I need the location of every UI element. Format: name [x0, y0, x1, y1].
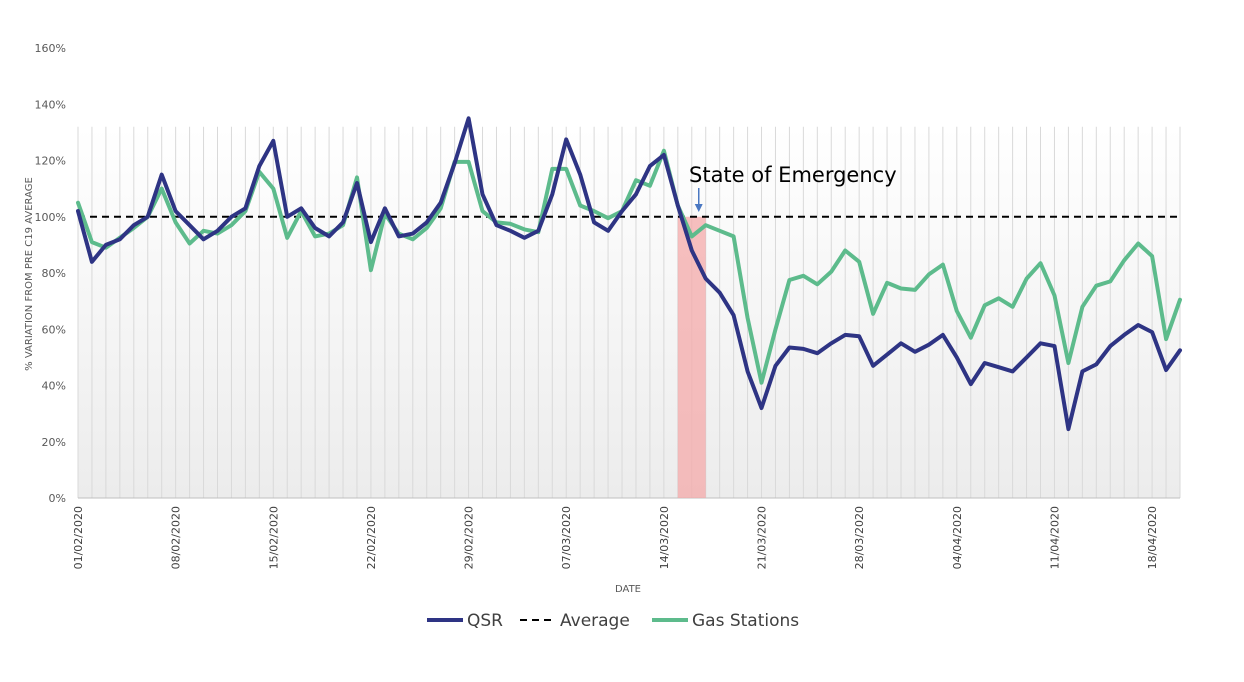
legend: QSR Average Gas Stations — [427, 611, 799, 631]
x-tick-label: 29/02/2020 — [463, 506, 476, 569]
y-tick-label: 100% — [35, 211, 66, 224]
plot-area — [78, 126, 1180, 498]
y-tick-label: 0% — [49, 492, 66, 505]
x-tick-label: 15/02/2020 — [267, 506, 280, 569]
y-tick-label: 40% — [42, 380, 66, 393]
x-tick-label: 07/03/2020 — [560, 506, 573, 569]
y-tick-label: 80% — [42, 267, 66, 280]
x-tick-label: 18/04/2020 — [1146, 506, 1159, 569]
series-line-gas-stations — [76, 148, 1182, 385]
x-axis-title: DATE — [615, 584, 641, 595]
y-tick-label: 160% — [35, 42, 66, 55]
x-tick-label: 11/04/2020 — [1048, 506, 1061, 569]
legend-label-gas-stations: Gas Stations — [692, 611, 799, 631]
x-tick-label: 28/03/2020 — [853, 506, 866, 569]
x-tick-label: 01/02/2020 — [72, 506, 85, 569]
x-tick-label: 14/03/2020 — [658, 506, 671, 569]
x-tick-label: 04/04/2020 — [951, 506, 964, 569]
emergency-band — [677, 216, 706, 498]
y-axis-title: % VARIATION FROM PRE C19 AVERAGE — [24, 177, 35, 371]
y-tick-label: 20% — [42, 436, 66, 449]
x-tick-label: 08/02/2020 — [170, 506, 183, 569]
legend-label-average: Average — [560, 611, 630, 631]
y-tick-label: 120% — [35, 155, 66, 168]
y-tick-label: 60% — [42, 323, 66, 336]
annotation-label: State of Emergency — [689, 163, 897, 187]
x-tick-label: 22/02/2020 — [365, 506, 378, 569]
y-tick-label: 140% — [35, 98, 66, 111]
x-tick-label: 21/03/2020 — [756, 506, 769, 569]
legend-label-qsr: QSR — [467, 611, 503, 631]
series-line-qsr — [76, 116, 1182, 432]
